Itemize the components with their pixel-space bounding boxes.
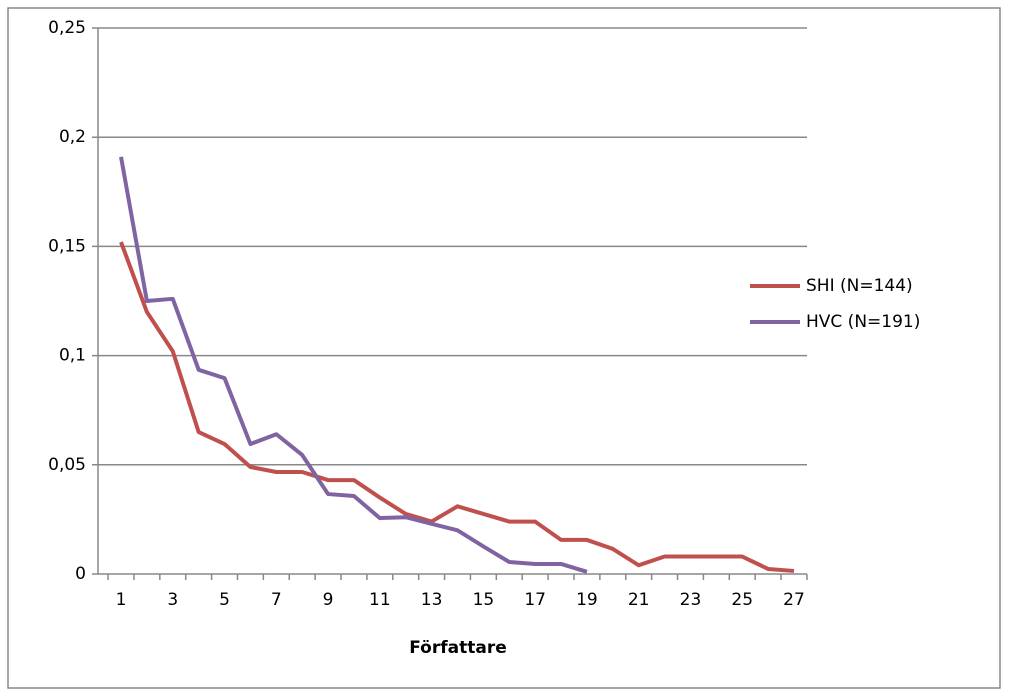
x-tick-label: 27 <box>783 590 805 610</box>
chart-frame <box>7 7 1001 689</box>
x-tick-label: 9 <box>323 590 334 610</box>
x-axis-title: Författare <box>409 638 507 658</box>
x-tick-label: 19 <box>576 590 598 610</box>
y-tick-label: 0,1 <box>59 346 86 366</box>
y-tick-label: 0,05 <box>48 455 86 475</box>
y-tick-label: 0,2 <box>59 127 86 147</box>
x-tick-label: 5 <box>219 590 230 610</box>
x-tick-label: 1 <box>116 590 127 610</box>
x-tick-label: 3 <box>167 590 178 610</box>
x-tick-label: 23 <box>680 590 702 610</box>
series-line <box>119 241 795 573</box>
x-tick-label: 15 <box>473 590 495 610</box>
x-tick-label: 21 <box>628 590 650 610</box>
x-tick-label: 17 <box>524 590 546 610</box>
x-tick-label: 11 <box>369 590 391 610</box>
y-tick-label: 0,15 <box>48 236 86 256</box>
legend-label: HVC (N=191) <box>806 312 920 332</box>
y-tick-label: 0 <box>75 564 86 584</box>
x-tick-label: 13 <box>421 590 443 610</box>
series-line <box>119 156 588 574</box>
x-tick-label: 25 <box>731 590 753 610</box>
y-tick-label: 0,25 <box>48 18 86 38</box>
x-tick-label: 7 <box>271 590 282 610</box>
legend-label: SHI (N=144) <box>806 276 913 296</box>
